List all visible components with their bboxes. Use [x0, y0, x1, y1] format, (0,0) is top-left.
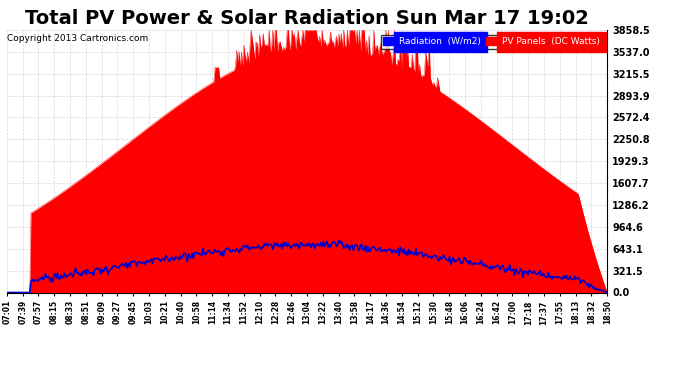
Title: Total PV Power & Solar Radiation Sun Mar 17 19:02: Total PV Power & Solar Radiation Sun Mar…: [25, 9, 589, 28]
Legend: Radiation  (W/m2), PV Panels  (DC Watts): Radiation (W/m2), PV Panels (DC Watts): [380, 34, 602, 49]
Text: Copyright 2013 Cartronics.com: Copyright 2013 Cartronics.com: [7, 34, 148, 43]
